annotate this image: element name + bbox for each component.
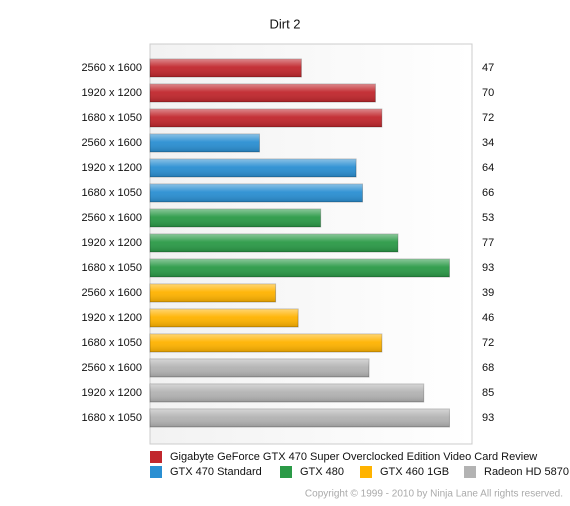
value-label: 93 — [482, 262, 494, 274]
legend-label: Gigabyte GeForce GTX 470 Super Overclock… — [170, 451, 537, 463]
bar — [149, 208, 322, 228]
value-label: 46 — [482, 312, 494, 324]
bar — [149, 58, 302, 78]
value-label: 70 — [482, 87, 494, 99]
value-label: 68 — [482, 362, 494, 374]
bar — [149, 283, 277, 303]
legend-swatch — [464, 466, 476, 478]
bar — [149, 233, 399, 253]
y-tick-label: 1680 x 1050 — [81, 412, 142, 424]
bar — [149, 358, 370, 378]
y-tick-label: 1920 x 1200 — [81, 87, 142, 99]
value-label: 66 — [482, 187, 494, 199]
bar — [149, 308, 299, 328]
y-tick-label: 1920 x 1200 — [81, 237, 142, 249]
legend-label: GTX 460 1GB — [380, 466, 449, 478]
bar — [149, 183, 364, 203]
legend-swatch — [150, 451, 162, 463]
y-tick-label: 2560 x 1600 — [81, 362, 142, 374]
y-tick-label: 1680 x 1050 — [81, 262, 142, 274]
bar — [149, 383, 425, 403]
bar — [149, 333, 383, 353]
y-tick-label: 1680 x 1050 — [81, 187, 142, 199]
y-tick-label: 1920 x 1200 — [81, 387, 142, 399]
bar — [149, 108, 383, 128]
bar — [149, 83, 376, 103]
legend-swatch — [360, 466, 372, 478]
footer: Copyright © 1999 - 2010 by Ninja Lane Al… — [305, 489, 563, 500]
value-label: 93 — [482, 412, 494, 424]
y-tick-label: 2560 x 1600 — [81, 212, 142, 224]
legend-label: GTX 470 Standard — [170, 466, 262, 478]
y-tick-label: 2560 x 1600 — [81, 287, 142, 299]
legend-label: GTX 480 — [300, 466, 344, 478]
value-label: 72 — [482, 337, 494, 349]
legend-swatch — [150, 466, 162, 478]
legend-swatch — [280, 466, 292, 478]
bar — [149, 133, 260, 153]
value-label: 77 — [482, 237, 494, 249]
bar — [149, 158, 357, 178]
bar — [149, 408, 450, 428]
chart-title: Dirt 2 — [269, 16, 300, 31]
y-tick-label: 2560 x 1600 — [81, 62, 142, 74]
value-label: 39 — [482, 287, 494, 299]
value-label: 72 — [482, 112, 494, 124]
y-tick-label: 2560 x 1600 — [81, 137, 142, 149]
y-tick-label: 1920 x 1200 — [81, 162, 142, 174]
y-tick-label: 1920 x 1200 — [81, 312, 142, 324]
value-label: 47 — [482, 62, 494, 74]
y-tick-label: 1680 x 1050 — [81, 337, 142, 349]
value-label: 85 — [482, 387, 494, 399]
value-label: 64 — [482, 162, 494, 174]
legend-label: Radeon HD 5870 — [484, 466, 569, 478]
y-tick-label: 1680 x 1050 — [81, 112, 142, 124]
value-label: 34 — [482, 137, 494, 149]
value-label: 53 — [482, 212, 494, 224]
bar — [149, 258, 450, 278]
